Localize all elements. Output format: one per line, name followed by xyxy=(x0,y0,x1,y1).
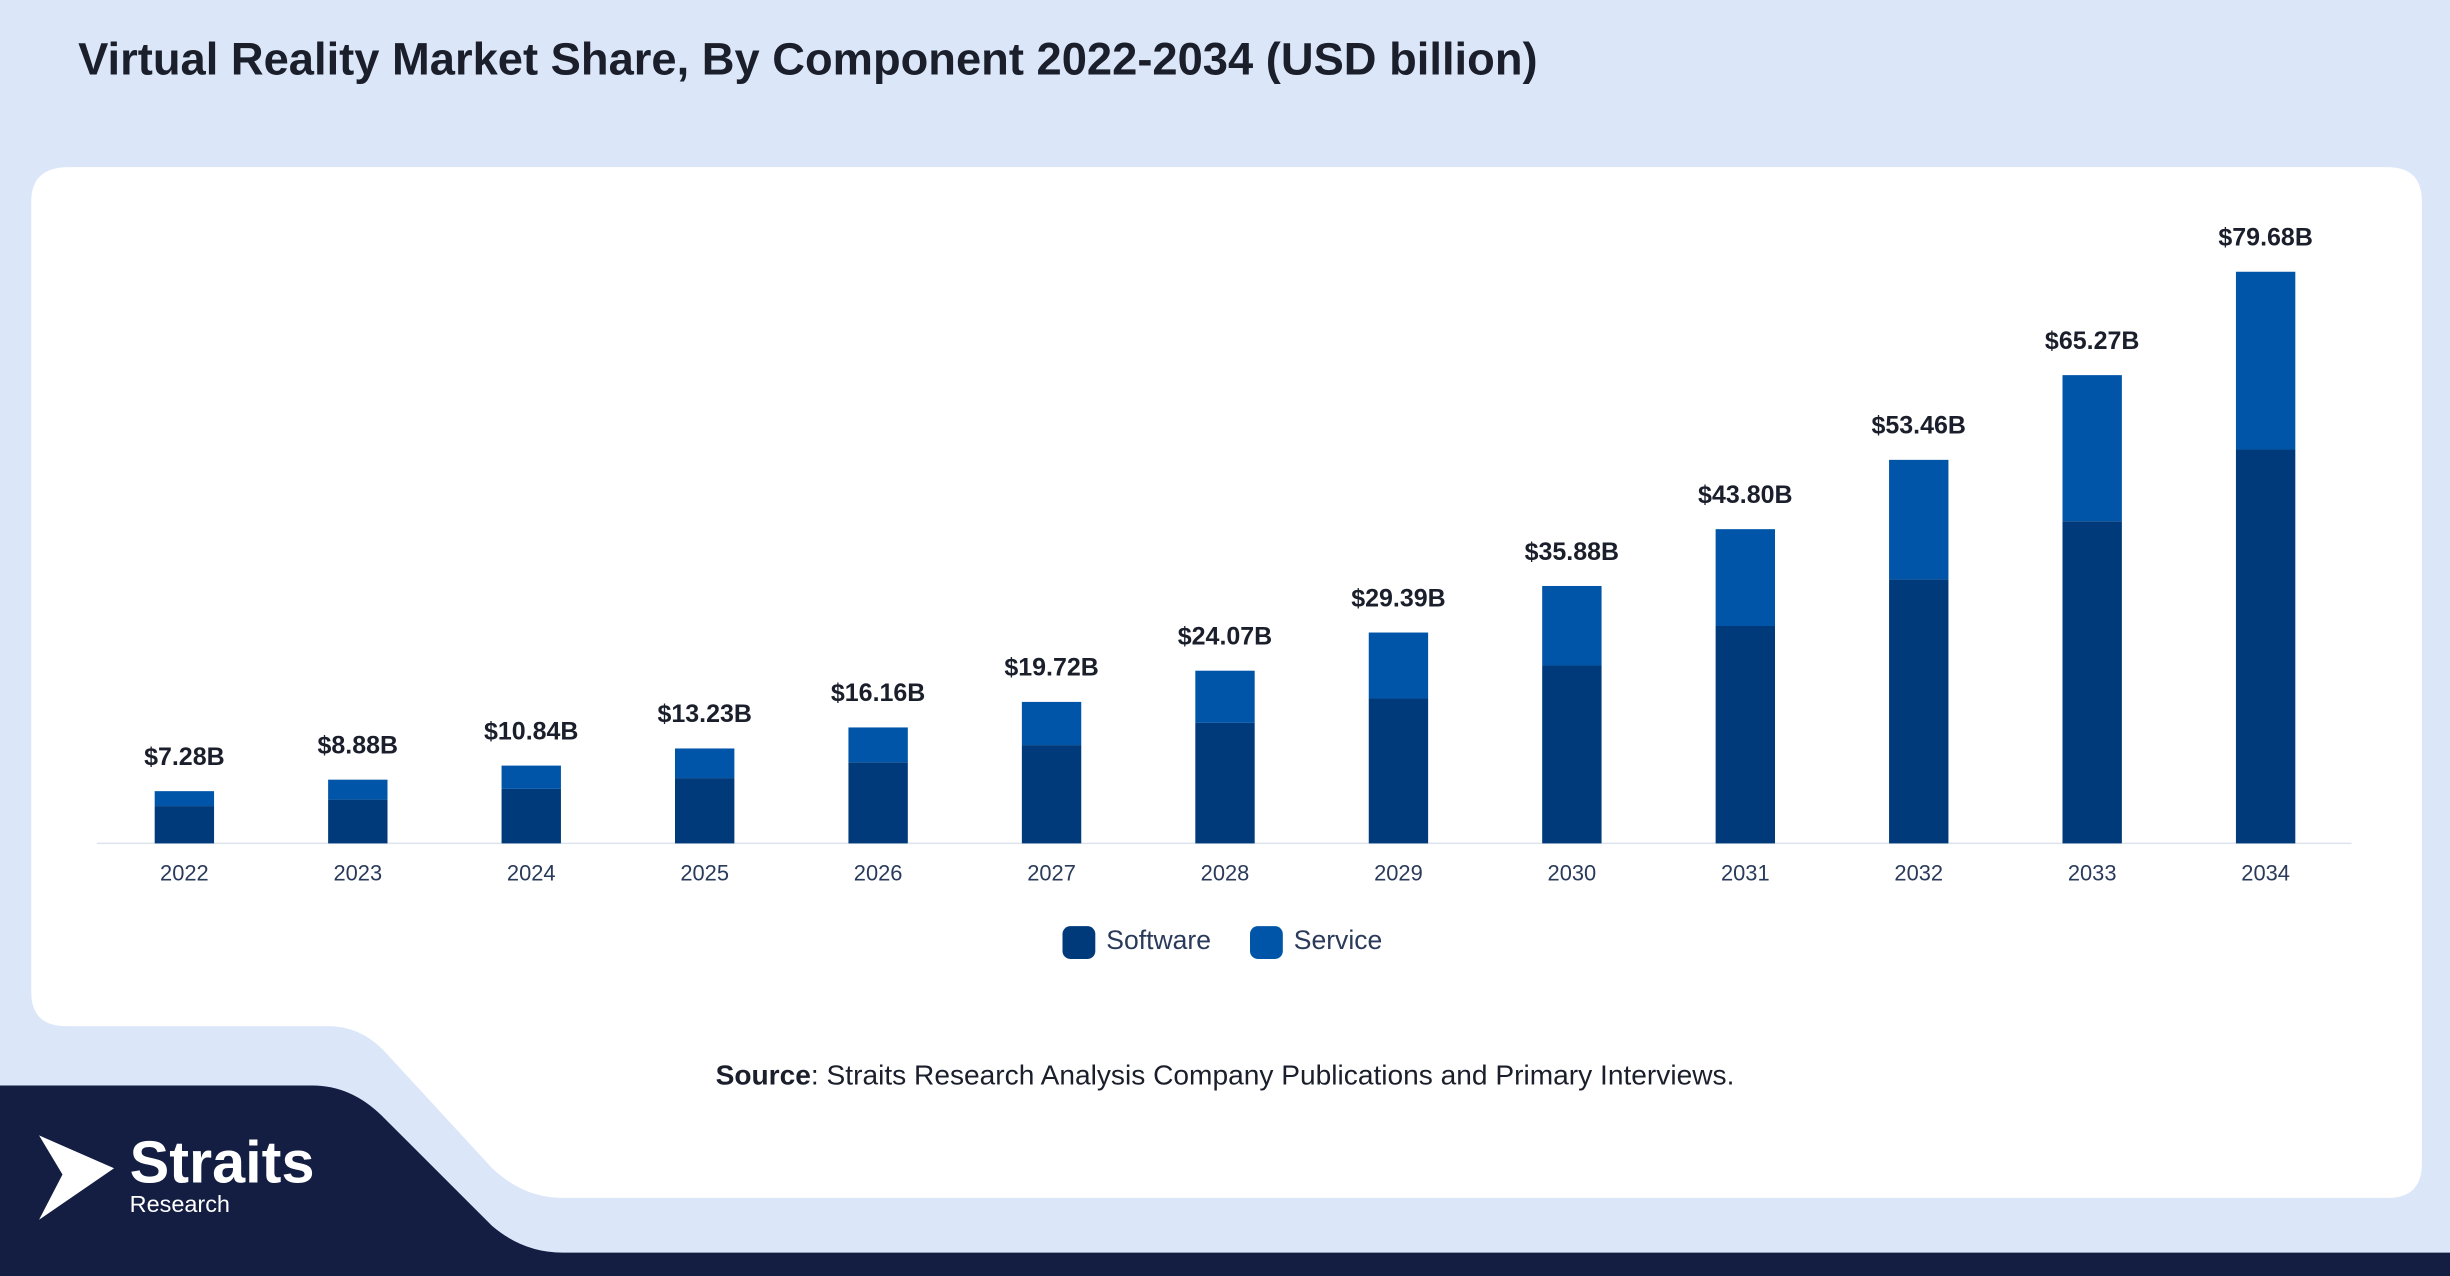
bar-segment xyxy=(675,748,735,779)
bar-segment xyxy=(501,765,561,789)
bar-segment xyxy=(2062,375,2122,522)
source-label: Source xyxy=(716,1060,811,1091)
footer-band xyxy=(0,1085,2450,1276)
source-text: : Straits Research Analysis Company Publ… xyxy=(811,1060,1735,1091)
x-tick-label: 2030 xyxy=(1548,860,1597,885)
bar-segment xyxy=(1542,665,1602,844)
bar-segment xyxy=(2062,521,2122,844)
bar-segment xyxy=(1542,585,1602,666)
total-label: $43.80B xyxy=(1698,481,1792,509)
x-tick-label: 2028 xyxy=(1201,860,1250,885)
total-label: $24.07B xyxy=(1178,622,1272,650)
total-label: $65.27B xyxy=(2045,327,2139,355)
bar-segment xyxy=(848,762,908,844)
total-label: $13.23B xyxy=(657,700,751,728)
bar-segment xyxy=(1195,722,1255,844)
total-label: $79.68B xyxy=(2218,224,2312,252)
total-label: $35.88B xyxy=(1525,538,1619,566)
x-tick-label: 2029 xyxy=(1374,860,1423,885)
bar-segment xyxy=(1021,701,1082,746)
bar-segment xyxy=(1368,698,1429,844)
bar-segment xyxy=(2235,271,2296,450)
x-tick-label: 2023 xyxy=(333,860,382,885)
bar-segment xyxy=(328,779,388,800)
x-tick-label: 2034 xyxy=(2241,860,2290,885)
x-tick-label: 2033 xyxy=(2068,860,2117,885)
bar-segment xyxy=(1889,459,1949,580)
x-tick-label: 2032 xyxy=(1894,860,1943,885)
bar-segment xyxy=(1715,626,1775,844)
bar-segment xyxy=(501,788,561,844)
logo-name: Straits xyxy=(130,1128,315,1195)
x-tick-label: 2031 xyxy=(1721,860,1770,885)
source: Source: Straits Research Analysis Compan… xyxy=(716,1060,1735,1091)
total-label: $19.72B xyxy=(1004,654,1098,682)
total-label: $10.84B xyxy=(484,717,578,745)
x-tick-label: 2025 xyxy=(680,860,729,885)
total-label: $29.39B xyxy=(1351,584,1445,612)
bar-segment xyxy=(675,778,735,844)
total-label: $53.46B xyxy=(1872,412,1966,440)
bar-segment xyxy=(848,727,908,763)
bar-segment xyxy=(1889,579,1949,844)
bar-segment xyxy=(1021,745,1082,844)
legend-swatch xyxy=(1062,926,1096,959)
legend-label: Software xyxy=(1106,925,1211,955)
bar-segment xyxy=(1715,529,1775,627)
x-tick-label: 2024 xyxy=(507,860,556,885)
x-tick-label: 2026 xyxy=(854,860,903,885)
bar-segment xyxy=(1195,670,1255,723)
x-tick-label: 2022 xyxy=(160,860,209,885)
bar-segment xyxy=(1368,632,1429,699)
bar-segment xyxy=(2235,449,2296,844)
bar-segment xyxy=(154,791,215,807)
total-label: $8.88B xyxy=(318,731,399,759)
bar-segment xyxy=(328,799,388,844)
total-label: $7.28B xyxy=(144,743,225,771)
chart-title: Virtual Reality Market Share, By Compone… xyxy=(78,33,1537,84)
logo-icon xyxy=(39,1135,115,1220)
bar-segment xyxy=(154,806,215,844)
legend-swatch xyxy=(1250,926,1283,959)
logo-tagline: Research xyxy=(130,1191,230,1217)
total-label: $16.16B xyxy=(831,679,925,707)
legend-label: Service xyxy=(1294,925,1383,955)
x-tick-label: 2027 xyxy=(1027,860,1076,885)
